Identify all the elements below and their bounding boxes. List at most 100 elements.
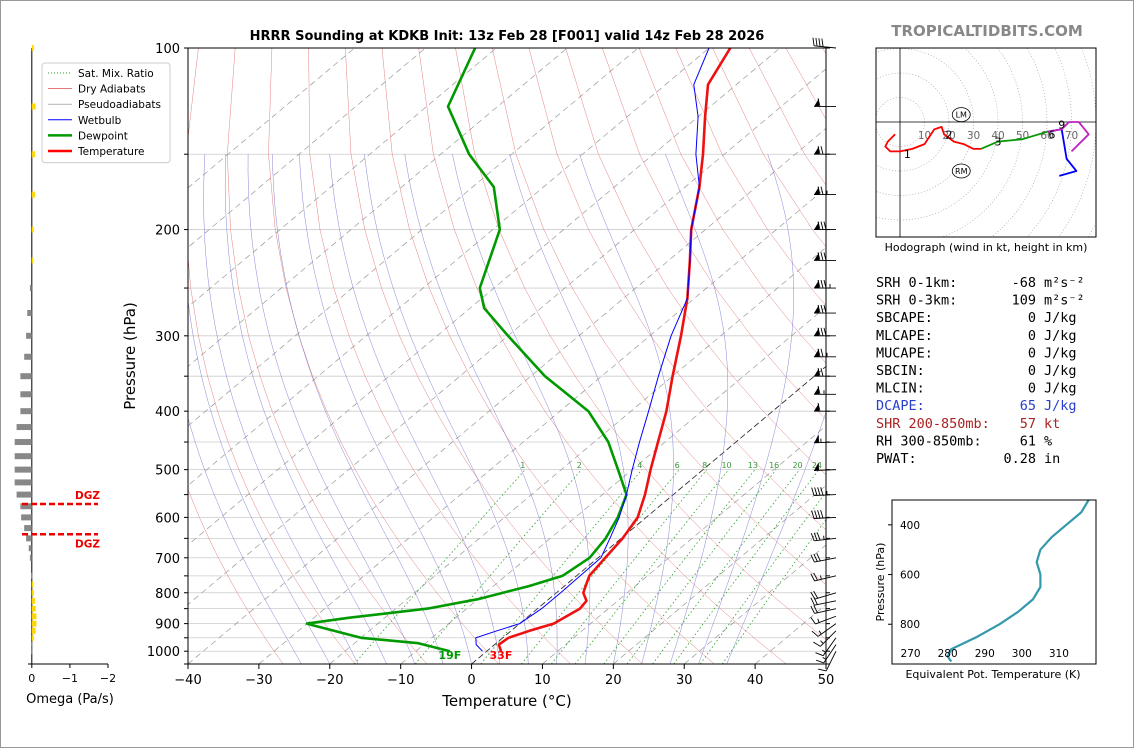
omega-bar	[29, 545, 32, 551]
y-tick-label: 1000	[147, 645, 180, 660]
mixing-ratio-label: 13	[748, 461, 758, 470]
index-value: 0.28	[1003, 451, 1036, 467]
omega-bar	[31, 648, 33, 654]
x-tick-label: 20	[605, 673, 622, 688]
omega-tick-label: −2	[100, 672, 116, 685]
omega-xlabel: Omega (Pa/s)	[26, 692, 114, 707]
x-tick-label: −40	[174, 673, 201, 688]
hodo-height-label: 9	[1058, 118, 1065, 131]
y-tick-label: 400	[155, 405, 180, 420]
hodo-height-label: 6	[1048, 128, 1055, 141]
omega-bar	[32, 103, 36, 109]
index-label: RH 300-850mb:	[876, 433, 982, 449]
omega-bar	[26, 333, 32, 339]
index-label: SRH 0-3km:	[876, 293, 957, 309]
omega-bar	[32, 590, 34, 596]
dgz-label: DGZ	[75, 490, 100, 502]
hodograph-caption: Hodograph (wind in kt, height in km)	[885, 241, 1088, 254]
surface-label: 19F	[439, 649, 462, 662]
omega-bar	[31, 642, 33, 648]
legend-label: Dry Adiabats	[78, 84, 146, 96]
index-label: MLCIN:	[876, 381, 925, 397]
omega-tick-label: 0	[28, 672, 35, 685]
x-tick-label: −30	[245, 673, 272, 688]
omega-bar	[20, 373, 31, 379]
omega-bar	[32, 192, 35, 198]
x-tick-label: 0	[467, 673, 475, 688]
y-tick-label: 700	[155, 552, 180, 567]
omega-bar	[15, 479, 32, 485]
index-value: -68	[1012, 275, 1036, 291]
index-label: SBCAPE:	[876, 310, 933, 326]
index-label: PWAT:	[876, 451, 917, 467]
omega-bar	[24, 525, 32, 531]
index-label: DCAPE:	[876, 398, 925, 414]
omega-bar	[21, 514, 32, 520]
y-tick-label: 500	[155, 464, 180, 479]
index-unit: %	[1044, 433, 1052, 449]
omega-bar	[32, 635, 34, 641]
index-value: 0	[1028, 381, 1036, 397]
y-tick-label: 200	[155, 224, 180, 239]
index-unit: J/kg	[1044, 310, 1077, 326]
hodo-ring-label: 70	[1065, 130, 1078, 142]
index-unit: J/kg	[1044, 345, 1077, 361]
omega-bar	[30, 285, 32, 291]
storm-motion-label: RM	[955, 167, 968, 176]
index-unit: in	[1044, 451, 1060, 467]
mixing-ratio-label: 20	[792, 461, 802, 470]
omega-bar	[20, 408, 31, 414]
legend-label: Sat. Mix. Ratio	[78, 68, 154, 80]
omega-bar	[32, 581, 34, 587]
theta-x-tick-label: 270	[901, 648, 921, 660]
index-label: SHR 200-850mb:	[876, 416, 990, 432]
index-value: 0	[1028, 363, 1036, 379]
omega-bar	[15, 439, 32, 445]
index-value: 0	[1028, 310, 1036, 326]
storm-motion-label: LM	[956, 111, 967, 120]
index-unit: J/kg	[1044, 328, 1077, 344]
surface-label: 33F	[490, 649, 513, 662]
theta-y-tick-label: 600	[900, 570, 920, 582]
hodo-height-label: 3	[995, 136, 1002, 149]
mixing-ratio-label: 4	[637, 461, 642, 470]
legend-label: Pseudoadiabats	[78, 99, 161, 111]
index-value: 109	[1012, 293, 1036, 309]
theta-x-tick-label: 290	[975, 648, 995, 660]
omega-tick-label: −1	[62, 672, 78, 685]
mixing-ratio-label: 8	[702, 461, 707, 470]
theta-xlabel: Equivalent Pot. Temperature (K)	[905, 668, 1080, 681]
theta-x-tick-label: 280	[938, 648, 958, 660]
index-unit: kt	[1044, 416, 1060, 432]
x-tick-label: 50	[818, 673, 835, 688]
mixing-ratio-label: 6	[675, 461, 680, 470]
mixing-ratio-label: 10	[721, 461, 731, 470]
site-watermark: TROPICALTIDBITS.COM	[891, 22, 1083, 40]
omega-bar	[32, 257, 34, 263]
mixing-ratio-label: 16	[769, 461, 779, 470]
x-tick-label: 10	[534, 673, 551, 688]
omega-bar	[15, 453, 32, 459]
omega-bar	[26, 535, 32, 541]
index-label: SRH 0-1km:	[876, 275, 957, 291]
omega-bar	[15, 467, 32, 473]
index-unit: m²s⁻²	[1044, 275, 1085, 291]
omega-bar	[27, 310, 32, 316]
legend-label: Temperature	[77, 146, 145, 158]
index-unit: J/kg	[1044, 363, 1077, 379]
x-tick-label: −20	[316, 673, 343, 688]
hodo-ring-label: 30	[967, 130, 980, 142]
index-value: 0	[1028, 328, 1036, 344]
omega-bar	[32, 628, 36, 634]
hodo-height-label: 1	[904, 148, 911, 161]
omega-bar	[17, 492, 32, 498]
index-label: MUCAPE:	[876, 345, 933, 361]
index-value: 0	[1028, 345, 1036, 361]
omega-bar	[31, 573, 33, 579]
x-tick-label: 30	[676, 673, 693, 688]
x-tick-label: 40	[747, 673, 764, 688]
legend-label: Wetbulb	[78, 115, 122, 127]
index-value: 61	[1020, 433, 1036, 449]
theta-y-tick-label: 400	[900, 520, 920, 532]
index-label: MLCAPE:	[876, 328, 933, 344]
